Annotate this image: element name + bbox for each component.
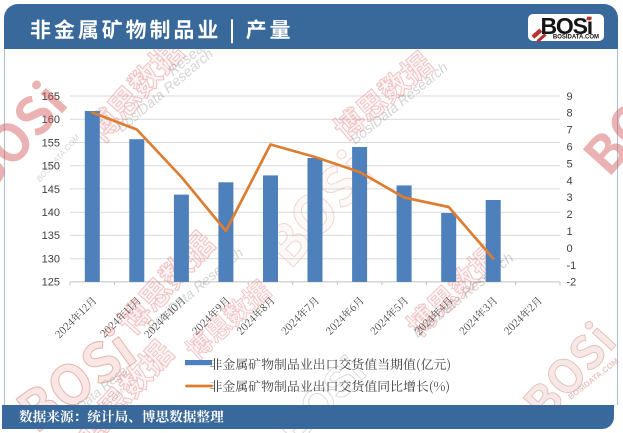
svg-text:135: 135 <box>42 230 60 242</box>
svg-text:145: 145 <box>42 184 60 196</box>
svg-text:-2: -2 <box>567 277 577 289</box>
svg-text:-1: -1 <box>567 260 577 272</box>
svg-text:8: 8 <box>567 108 573 120</box>
svg-text:9: 9 <box>567 91 573 103</box>
svg-text:5: 5 <box>567 158 573 170</box>
svg-text:165: 165 <box>42 91 60 103</box>
svg-text:140: 140 <box>42 207 60 219</box>
svg-text:BOSi: BOSi <box>541 13 592 39</box>
svg-text:130: 130 <box>42 254 60 266</box>
svg-text:6: 6 <box>567 142 573 154</box>
svg-text:155: 155 <box>42 137 60 149</box>
svg-text:0: 0 <box>567 243 573 255</box>
svg-text:150: 150 <box>42 161 60 173</box>
svg-text:1: 1 <box>567 226 573 238</box>
svg-text:125: 125 <box>42 277 60 289</box>
svg-text:2: 2 <box>567 209 573 221</box>
svg-text:4: 4 <box>567 175 573 187</box>
svg-text:BOSIDATA.COM: BOSIDATA.COM <box>553 35 599 41</box>
svg-text:3: 3 <box>567 192 573 204</box>
svg-text:7: 7 <box>567 125 573 137</box>
svg-text:160: 160 <box>42 114 60 126</box>
